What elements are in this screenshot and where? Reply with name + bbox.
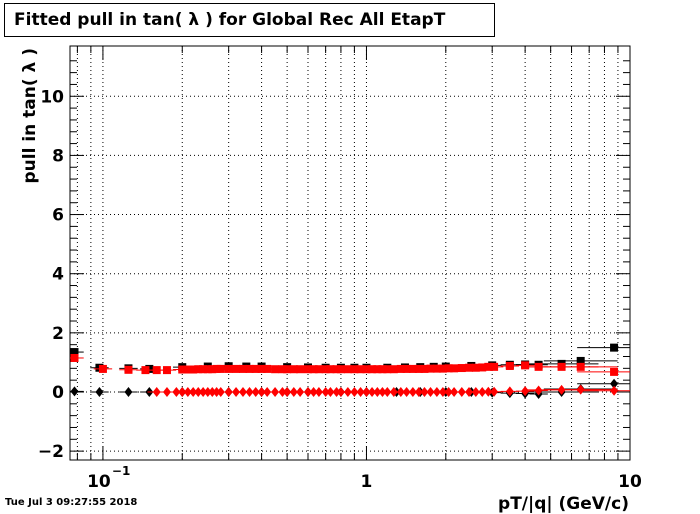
x-tick-exponent: −1 [112,464,130,478]
data-point-square [98,364,107,373]
data-point-square [152,366,161,375]
y-tick-label: 6 [52,206,64,226]
data-point-square [478,363,487,372]
y-tick-label: 10 [40,87,64,107]
x-tick-label: 1 [361,472,373,492]
data-point-diamond [95,386,104,397]
data-point-diamond [576,384,585,395]
data-point-square [505,361,514,370]
data-point-diamond [124,386,133,397]
plot-frame [69,45,631,461]
x-tick-label: 10 [618,472,642,492]
data-point-square [576,356,585,365]
x-axis-title: pT/|q| (GeV/c) [498,494,629,514]
grid-lines [70,46,630,460]
data-point-square [162,366,171,375]
chart-title: Fitted pull in tan( λ ) for Global Rec A… [14,10,446,30]
y-tick-label: 2 [52,324,64,344]
y-tick-label: −2 [38,442,64,462]
data-marks [70,343,630,400]
data-point-square [70,353,79,362]
x-tick-label: 10 [87,472,111,492]
chart-title-box: Fitted pull in tan( λ ) for Global Rec A… [4,3,495,37]
data-point-square [124,365,133,374]
data-point-diamond [534,385,543,396]
data-point-diamond [505,386,514,397]
data-point-diamond [521,386,530,397]
data-point-diamond [490,386,499,397]
data-point-square [610,343,619,352]
data-point-square [521,361,530,370]
data-point-diamond [152,386,161,397]
y-tick-label: 0 [52,383,64,403]
data-point-diamond [610,385,619,396]
data-point-square [70,348,79,357]
data-point-square [576,362,585,371]
data-point-square [610,367,619,376]
data-point-diamond [162,386,171,397]
y-axis-title: pull in tan( λ ) [20,48,40,184]
data-point-diamond [610,378,619,389]
timestamp: Tue Jul 3 09:27:55 2018 [5,497,138,508]
y-tick-label: 8 [52,146,64,166]
data-point-square [141,366,150,375]
data-point-diamond [70,386,79,397]
y-tick-label: 4 [52,265,64,285]
data-point-square [490,362,499,371]
axis-ticks [70,46,631,460]
